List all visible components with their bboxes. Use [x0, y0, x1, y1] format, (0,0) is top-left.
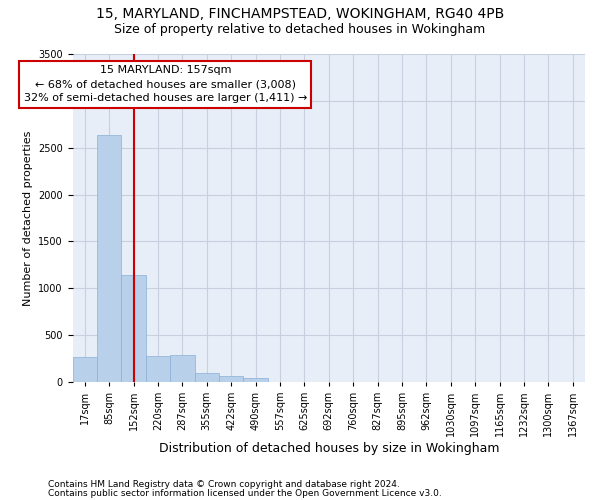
Text: 15 MARYLAND: 157sqm
← 68% of detached houses are smaller (3,008)
32% of semi-det: 15 MARYLAND: 157sqm ← 68% of detached ho…: [23, 65, 307, 103]
Bar: [244, 378, 268, 382]
Bar: [194, 373, 219, 382]
Y-axis label: Number of detached properties: Number of detached properties: [23, 130, 32, 306]
Bar: [219, 376, 244, 382]
Text: Size of property relative to detached houses in Wokingham: Size of property relative to detached ho…: [115, 22, 485, 36]
Text: Contains HM Land Registry data © Crown copyright and database right 2024.: Contains HM Land Registry data © Crown c…: [48, 480, 400, 489]
Bar: [73, 356, 97, 382]
Text: 15, MARYLAND, FINCHAMPSTEAD, WOKINGHAM, RG40 4PB: 15, MARYLAND, FINCHAMPSTEAD, WOKINGHAM, …: [96, 8, 504, 22]
Bar: [146, 356, 170, 382]
Text: Contains public sector information licensed under the Open Government Licence v3: Contains public sector information licen…: [48, 489, 442, 498]
Bar: [170, 355, 194, 382]
Bar: [121, 275, 146, 382]
Bar: [97, 134, 121, 382]
X-axis label: Distribution of detached houses by size in Wokingham: Distribution of detached houses by size …: [158, 442, 499, 455]
